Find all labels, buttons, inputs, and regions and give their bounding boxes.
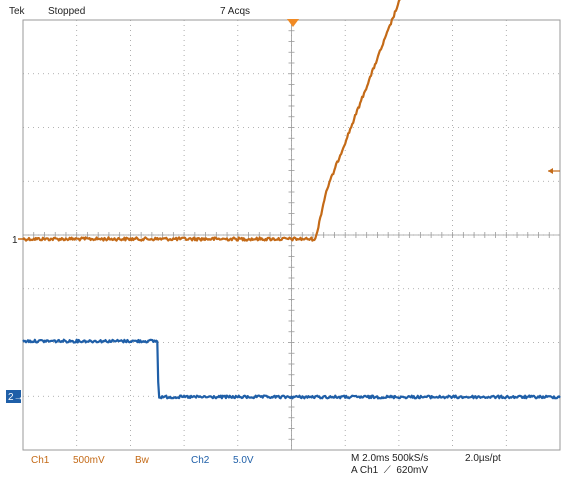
traces: [22, 0, 561, 400]
trigger-position-marker: [287, 19, 299, 27]
bandwidth-limit: Bw: [135, 455, 149, 466]
trigger-readout: A Ch1 ⟋ 620mV: [351, 465, 428, 476]
ch1-label: Ch1: [31, 455, 50, 466]
trigger-level-arrow-head: [548, 168, 553, 174]
timebase-readout: M 2.0ms 500kS/s: [351, 453, 429, 464]
channel-markers: 1 2→: [6, 19, 560, 403]
trigger-level: 620mV: [396, 465, 429, 476]
acquisition-state: Stopped: [48, 6, 86, 17]
sample-interval: 2.0µs/pt: [465, 453, 501, 464]
trace-ch2: [22, 338, 561, 400]
acquisition-count: 7 Acqs: [220, 6, 251, 17]
ch2-ground-marker: 2→: [8, 392, 24, 403]
ch1-scale: 500mV: [73, 455, 105, 466]
ch2-ground-marker-box: [6, 390, 21, 403]
graticule: [22, 19, 561, 451]
rising-edge-icon: ⟋: [381, 465, 394, 476]
ch1-ground-marker: 1: [12, 235, 18, 246]
brand-label: Tek: [9, 6, 25, 17]
trigger-source: A Ch1: [351, 465, 379, 476]
ch2-label: Ch2: [191, 455, 210, 466]
trace-ch1: [22, 0, 401, 242]
ch2-scale: 5.0V: [233, 455, 254, 466]
